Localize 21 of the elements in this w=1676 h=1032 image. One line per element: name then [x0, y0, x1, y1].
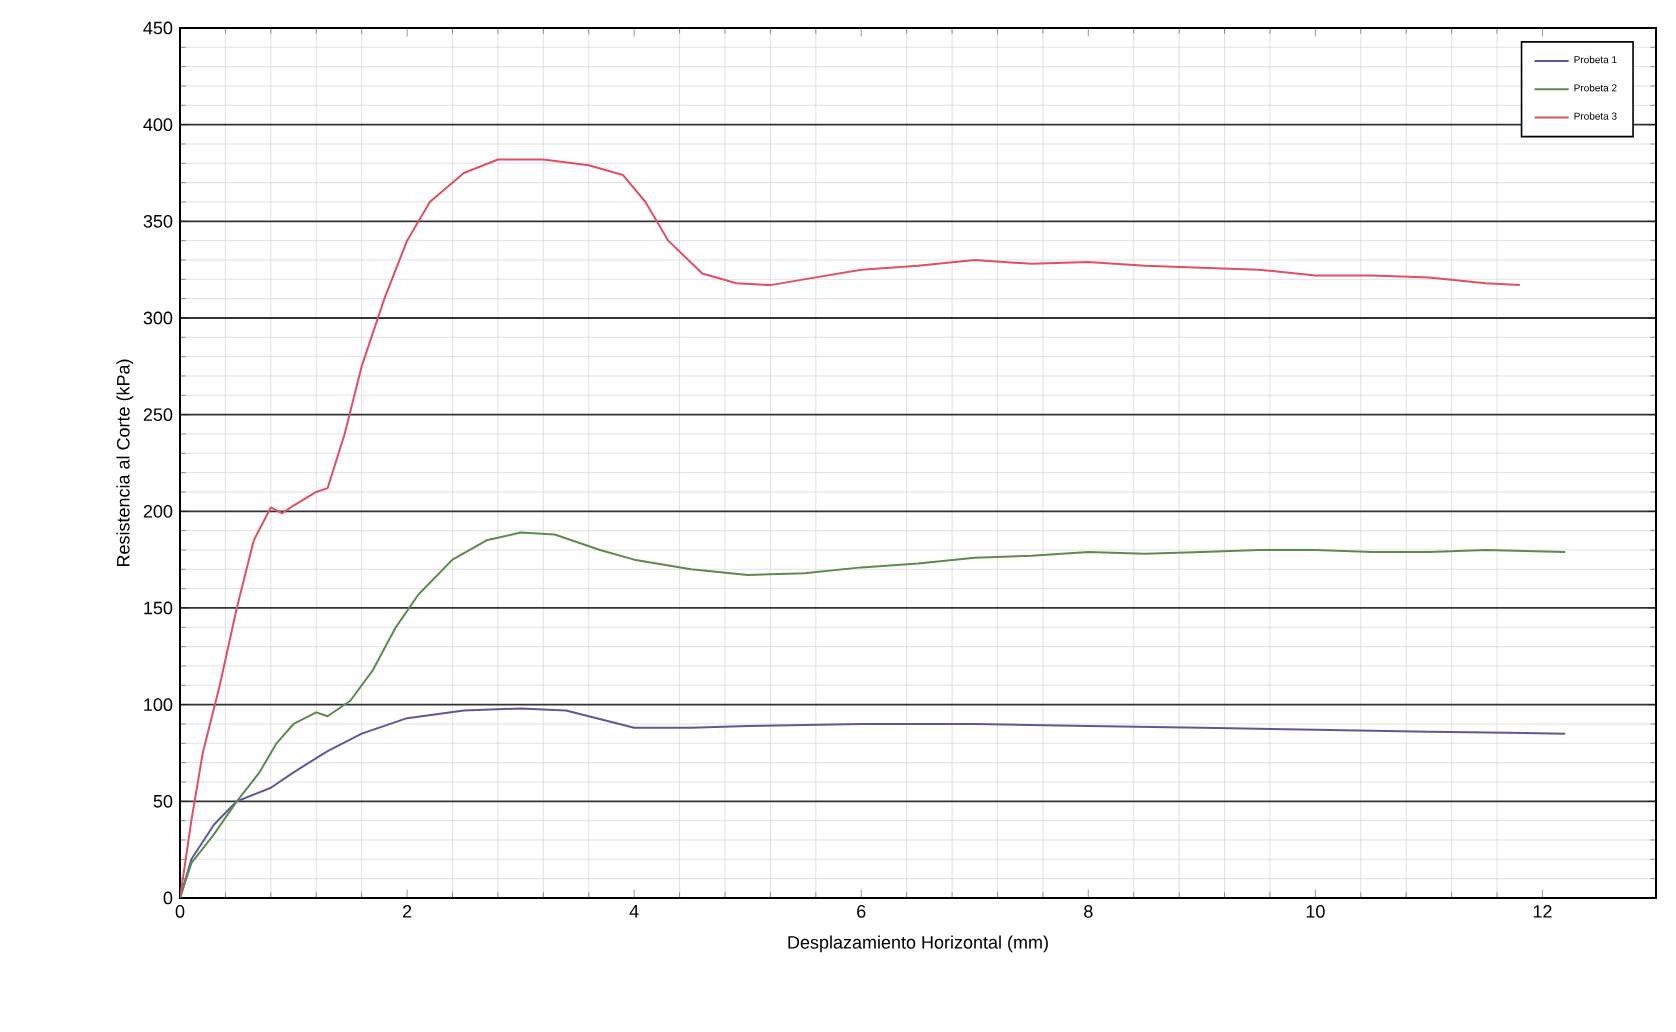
line-series — [180, 158, 1521, 898]
x-tick-label: 12 — [1533, 905, 1552, 918]
y-tick-label: 0 — [163, 891, 173, 905]
x-tick-label: 2 — [402, 905, 412, 918]
y-tick-label: 100 — [144, 698, 173, 712]
line-series — [180, 531, 1567, 898]
y-tick-label: 450 — [143, 21, 173, 35]
x-tick-label: 0 — [175, 905, 185, 918]
y-tick-label: 200 — [143, 504, 173, 518]
x-tick-label: 10 — [1306, 905, 1325, 918]
x-tick-label: 6 — [857, 905, 866, 918]
y-tick-label: 400 — [143, 118, 173, 132]
y-tick-label: 350 — [143, 214, 173, 228]
y-tick-label: 250 — [143, 408, 173, 422]
y-tick-label: 300 — [143, 311, 173, 325]
x-tick-label: 4 — [629, 905, 639, 918]
y-tick-label: 150 — [144, 601, 173, 615]
x-tick-label: 8 — [1084, 905, 1093, 918]
x-axis-title: Desplazamiento Horizontal (mm) — [788, 935, 1048, 953]
y-axis-title: Resistencia al Corte (kPa) — [116, 359, 134, 567]
y-tick-label: 50 — [153, 794, 173, 808]
